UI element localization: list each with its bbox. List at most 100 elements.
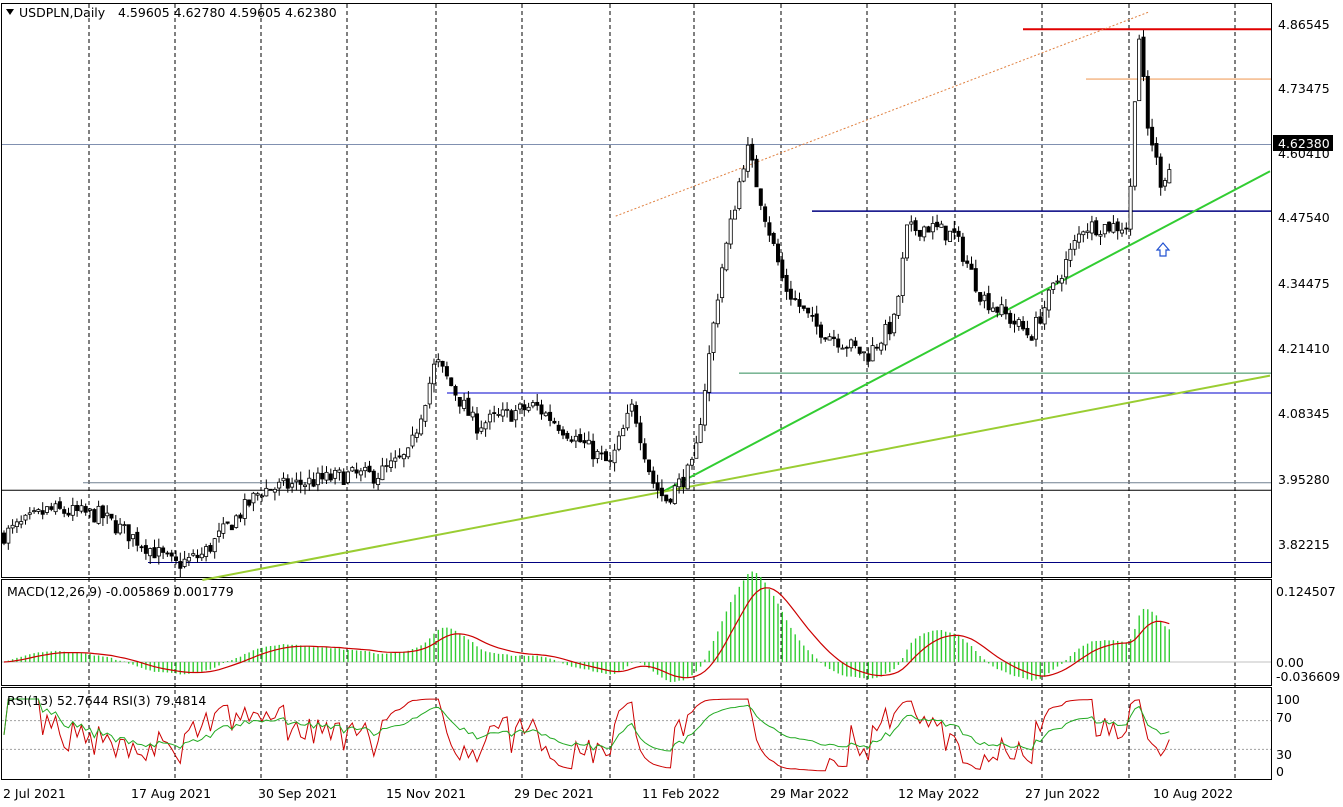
date-tick: 12 May 2022 xyxy=(898,786,980,801)
candle-body xyxy=(973,268,978,292)
candle-body xyxy=(784,274,789,292)
price-axis: 4.86545 4.73475 4.60410 4.47540 4.34475 … xyxy=(1278,17,1330,552)
candle-body xyxy=(509,410,514,422)
candle-body xyxy=(604,451,609,462)
date-tick: 27 Jun 2022 xyxy=(1025,786,1100,801)
candle-body xyxy=(1098,234,1103,237)
candle-body xyxy=(419,418,424,435)
candle-body xyxy=(668,498,673,503)
candle-body xyxy=(926,226,931,233)
candle-body xyxy=(444,366,449,377)
candle-body xyxy=(685,464,690,490)
candle-body xyxy=(1034,316,1039,340)
candle-body xyxy=(892,313,897,334)
candle-body xyxy=(935,221,940,228)
candle-body xyxy=(10,524,15,529)
candle-body xyxy=(143,545,148,554)
candle-body xyxy=(702,390,707,426)
trendline-green-uptrend xyxy=(664,170,1271,492)
candle-body xyxy=(457,396,462,407)
candle-body xyxy=(302,484,307,487)
candle-body xyxy=(341,471,346,485)
candle-body xyxy=(814,313,819,327)
macd-tick: 0.00 xyxy=(1276,655,1304,670)
candle-body xyxy=(40,510,45,515)
candle-body xyxy=(462,399,467,409)
candle-body xyxy=(122,524,127,527)
rsi-label: RSI(13) 52.7644 RSI(3) 79.4814 xyxy=(7,693,206,708)
candle-body xyxy=(156,547,161,557)
candle-body xyxy=(647,459,652,473)
candle-body xyxy=(621,428,626,437)
candle-body xyxy=(586,439,591,445)
candle-body xyxy=(750,143,755,161)
candle-body xyxy=(345,471,350,483)
candle-body xyxy=(264,487,269,497)
candle-body xyxy=(711,322,716,353)
candle-body xyxy=(118,523,123,534)
candle-body xyxy=(1064,259,1069,278)
candle-body xyxy=(943,225,948,241)
price-tick: 4.47540 xyxy=(1278,210,1330,225)
candle-body xyxy=(1128,185,1133,230)
candle-body xyxy=(27,512,32,515)
candle-body xyxy=(70,505,75,516)
candle-body xyxy=(161,547,166,553)
candle-body xyxy=(285,478,290,489)
candle-body xyxy=(423,405,428,422)
candle-body xyxy=(1081,231,1086,236)
candle-body xyxy=(591,440,596,460)
candle-body xyxy=(788,288,793,300)
current-price-label: 4.62380 xyxy=(1278,136,1330,151)
candle-body xyxy=(109,513,114,519)
candle-body xyxy=(410,434,415,447)
price-tick: 4.08345 xyxy=(1278,406,1330,421)
candle-body xyxy=(879,342,884,351)
candle-body xyxy=(57,501,62,509)
candle-body xyxy=(1012,320,1017,325)
candle-body xyxy=(1145,75,1150,129)
candle-body xyxy=(522,404,527,411)
candle-body xyxy=(771,232,776,244)
candle-body xyxy=(1029,336,1034,341)
symbol-label: USDPLN,Daily xyxy=(19,5,106,20)
candle-body xyxy=(105,512,110,517)
candle-body xyxy=(853,340,858,346)
candle-body xyxy=(806,307,811,314)
ohlc-values: 4.59605 4.62780 4.59605 4.62380 xyxy=(118,5,337,20)
candle-body xyxy=(272,488,277,493)
candle-body xyxy=(793,298,798,300)
candle-body xyxy=(23,514,28,521)
candle-body xyxy=(969,263,974,270)
candle-body xyxy=(720,267,725,299)
macd-indicator xyxy=(2,571,1271,683)
candle-body xyxy=(380,465,385,481)
candle-body xyxy=(1003,306,1008,315)
candle-body xyxy=(866,353,871,362)
candle-body xyxy=(655,482,660,491)
candle-body xyxy=(1158,156,1163,188)
candle-body xyxy=(354,469,359,474)
price-tick: 4.21410 xyxy=(1278,341,1330,356)
candle-body xyxy=(758,188,763,206)
candle-body xyxy=(290,483,295,488)
candle-body xyxy=(1046,289,1051,311)
dropdown-triangle-icon[interactable] xyxy=(6,9,14,15)
rsi-tick: 100 xyxy=(1276,692,1300,707)
candle-body xyxy=(1038,316,1043,324)
candle-body xyxy=(427,382,432,405)
date-tick: 30 Sep 2021 xyxy=(258,786,337,801)
rsi-tick: 30 xyxy=(1276,747,1292,762)
candle-body xyxy=(930,223,935,233)
candle-body xyxy=(358,470,363,476)
candle-body xyxy=(840,347,845,350)
candle-body xyxy=(436,359,441,363)
candle-body xyxy=(204,546,209,557)
candle-body xyxy=(991,307,996,312)
candle-body xyxy=(887,321,892,335)
candle-body xyxy=(548,411,553,421)
candle-body xyxy=(234,515,239,528)
candle-body xyxy=(1102,224,1107,235)
candle-body xyxy=(745,144,750,172)
